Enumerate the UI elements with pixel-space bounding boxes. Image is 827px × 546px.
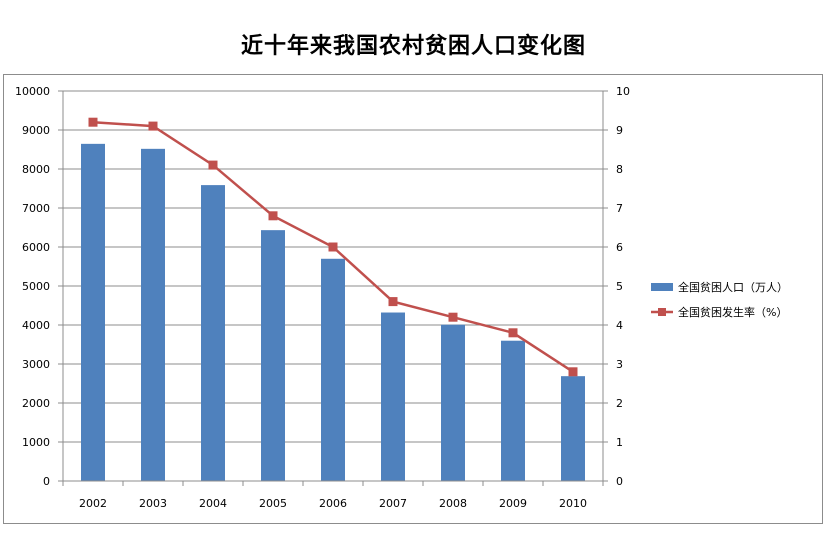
right-tick-label: 10 bbox=[616, 85, 630, 98]
legend-bar-label: 全国贫困人口（万人） bbox=[678, 280, 788, 294]
line-point bbox=[568, 367, 578, 377]
axes bbox=[58, 90, 608, 486]
x-tick-label: 2010 bbox=[559, 497, 587, 510]
line-point bbox=[448, 312, 458, 322]
right-axis-ticks: 0 1 2 3 4 5 6 7 8 9 10 bbox=[616, 85, 630, 488]
bar bbox=[501, 340, 525, 481]
chart-title: 近十年来我国农村贫困人口变化图 bbox=[240, 34, 586, 59]
bar bbox=[141, 148, 165, 481]
bar bbox=[261, 230, 285, 481]
left-tick-label: 7000 bbox=[22, 202, 50, 215]
right-tick-label: 2 bbox=[616, 397, 623, 410]
left-tick-label: 1000 bbox=[22, 436, 50, 449]
legend-line-label: 全国贫困发生率（%） bbox=[678, 305, 787, 319]
left-tick-label: 0 bbox=[43, 475, 50, 488]
x-tick-label: 2004 bbox=[199, 497, 227, 510]
right-tick-label: 9 bbox=[616, 124, 623, 137]
legend-bar-swatch bbox=[651, 283, 673, 291]
x-tick-label: 2002 bbox=[79, 497, 107, 510]
line-point bbox=[268, 211, 278, 221]
right-tick-label: 3 bbox=[616, 358, 623, 371]
right-tick-label: 4 bbox=[616, 319, 623, 332]
x-tick-label: 2005 bbox=[259, 497, 287, 510]
line-point bbox=[148, 121, 158, 131]
bar bbox=[441, 324, 465, 481]
line-point bbox=[388, 297, 398, 307]
line-point bbox=[508, 328, 518, 338]
left-tick-label: 4000 bbox=[22, 319, 50, 332]
line-point bbox=[208, 160, 218, 170]
bar-series bbox=[81, 143, 585, 481]
x-tick-label: 2009 bbox=[499, 497, 527, 510]
right-tick-label: 8 bbox=[616, 163, 623, 176]
x-tick-label: 2003 bbox=[139, 497, 167, 510]
right-tick-label: 0 bbox=[616, 475, 623, 488]
legend: 全国贫困人口（万人） 全国贫困发生率（%） bbox=[651, 280, 788, 319]
left-tick-label: 2000 bbox=[22, 397, 50, 410]
bar bbox=[561, 376, 585, 481]
left-tick-label: 8000 bbox=[22, 163, 50, 176]
line-point bbox=[328, 242, 338, 252]
line-point bbox=[88, 117, 98, 127]
left-tick-label: 10000 bbox=[15, 85, 50, 98]
bar bbox=[81, 143, 105, 481]
left-tick-label: 6000 bbox=[22, 241, 50, 254]
right-tick-label: 6 bbox=[616, 241, 623, 254]
left-axis-ticks: 0 1000 2000 3000 4000 5000 6000 7000 8000 9000 100… bbox=[15, 85, 50, 488]
x-axis-ticks: 2002 2003 2004 2005 2006 2007 2008 2009 2010 bbox=[79, 497, 587, 510]
x-tick-label: 2006 bbox=[319, 497, 347, 510]
bar bbox=[381, 312, 405, 481]
bar bbox=[321, 258, 345, 481]
right-tick-label: 5 bbox=[616, 280, 623, 293]
x-tick-label: 2008 bbox=[439, 497, 467, 510]
legend-line-marker bbox=[658, 308, 666, 316]
bar bbox=[201, 185, 225, 481]
chart-frame bbox=[3, 74, 823, 524]
left-tick-label: 3000 bbox=[22, 358, 50, 371]
right-tick-label: 7 bbox=[616, 202, 623, 215]
x-tick-label: 2007 bbox=[379, 497, 407, 510]
line-series bbox=[88, 117, 578, 377]
left-tick-label: 9000 bbox=[22, 124, 50, 137]
left-tick-label: 5000 bbox=[22, 280, 50, 293]
right-tick-label: 1 bbox=[616, 436, 623, 449]
